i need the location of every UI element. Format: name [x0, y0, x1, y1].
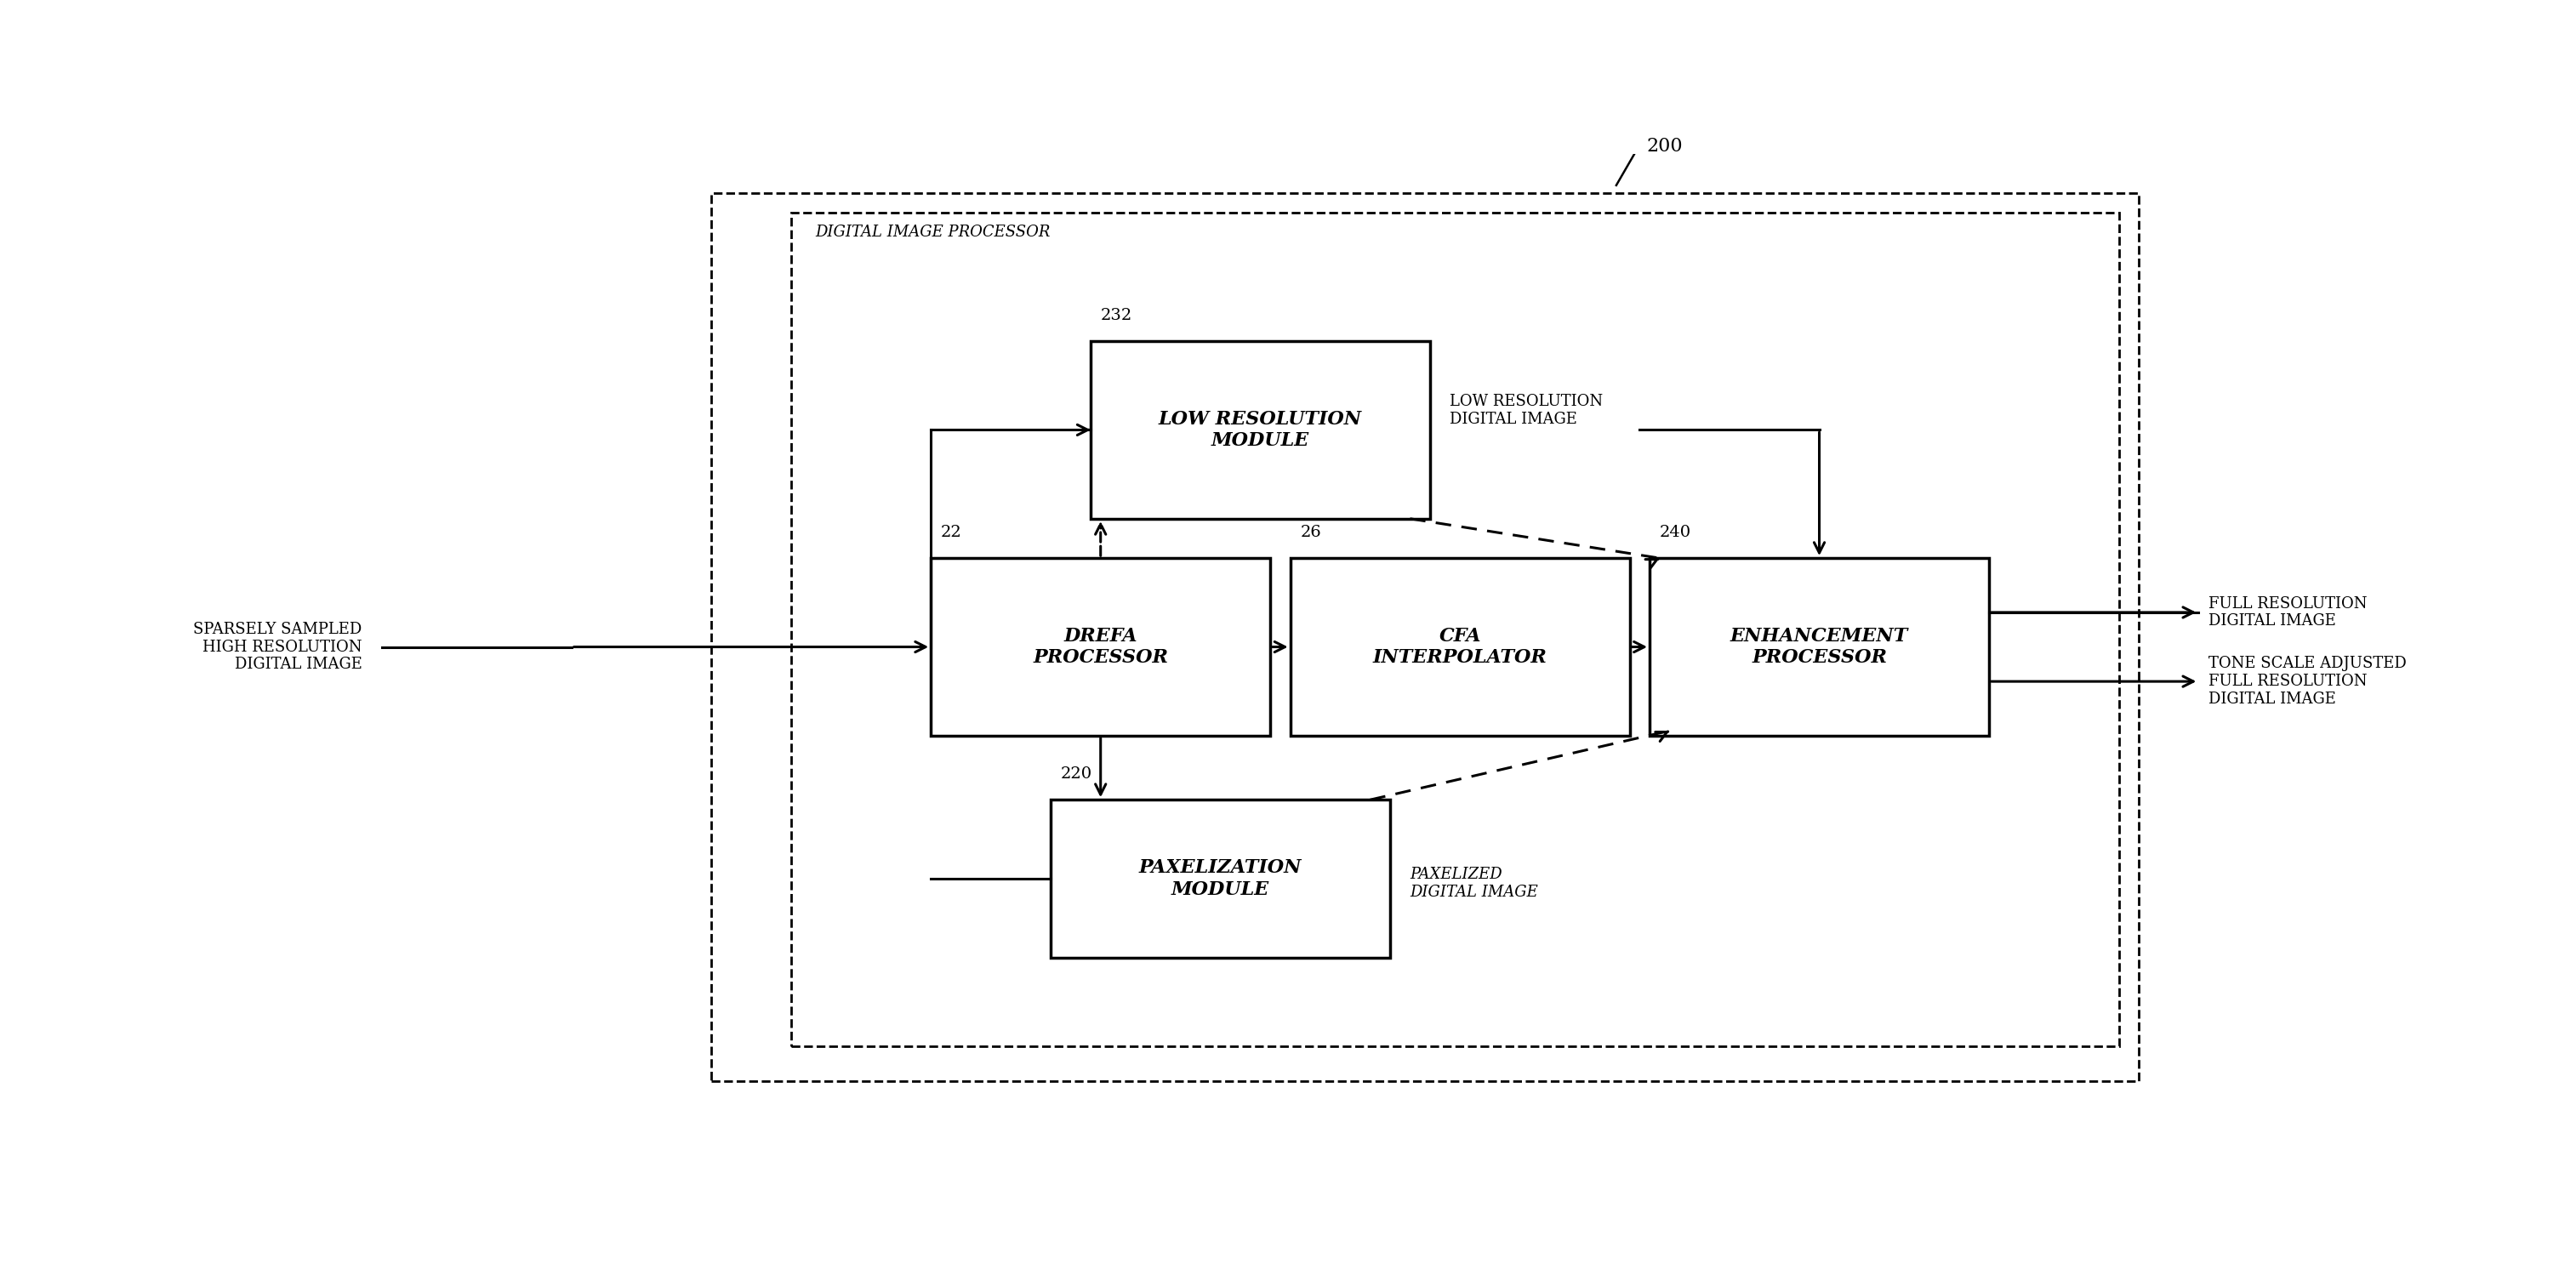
- Text: 200: 200: [1646, 137, 1682, 156]
- Text: 220: 220: [1061, 767, 1092, 781]
- Bar: [791, 213, 2120, 1047]
- Bar: [1090, 341, 1430, 519]
- Text: SPARSELY SAMPLED
HIGH RESOLUTION
DIGITAL IMAGE: SPARSELY SAMPLED HIGH RESOLUTION DIGITAL…: [193, 621, 361, 673]
- Text: LOW RESOLUTION
DIGITAL IMAGE: LOW RESOLUTION DIGITAL IMAGE: [1450, 393, 1602, 427]
- Bar: [1051, 799, 1391, 958]
- Text: FULL RESOLUTION
DIGITAL IMAGE: FULL RESOLUTION DIGITAL IMAGE: [2208, 596, 2367, 629]
- Text: DIGITAL IMAGE PROCESSOR: DIGITAL IMAGE PROCESSOR: [814, 224, 1051, 240]
- Bar: [1649, 559, 1989, 735]
- Text: DREFA
PROCESSOR: DREFA PROCESSOR: [1033, 626, 1170, 667]
- Text: 26: 26: [1301, 525, 1321, 541]
- Text: ENHANCEMENT
PROCESSOR: ENHANCEMENT PROCESSOR: [1731, 626, 1909, 667]
- Text: 232: 232: [1100, 307, 1133, 323]
- Bar: [711, 193, 2138, 1081]
- Text: PAXELIZED
DIGITAL IMAGE: PAXELIZED DIGITAL IMAGE: [1409, 867, 1538, 901]
- Text: 22: 22: [940, 525, 961, 541]
- Text: 240: 240: [1659, 525, 1692, 541]
- Text: LOW RESOLUTION
MODULE: LOW RESOLUTION MODULE: [1159, 410, 1363, 450]
- Text: CFA
INTERPOLATOR: CFA INTERPOLATOR: [1373, 626, 1548, 667]
- Text: TONE SCALE ADJUSTED
FULL RESOLUTION
DIGITAL IMAGE: TONE SCALE ADJUSTED FULL RESOLUTION DIGI…: [2208, 656, 2406, 707]
- Bar: [1291, 559, 1631, 735]
- Text: PAXELIZATION
MODULE: PAXELIZATION MODULE: [1139, 858, 1301, 899]
- Bar: [930, 559, 1270, 735]
